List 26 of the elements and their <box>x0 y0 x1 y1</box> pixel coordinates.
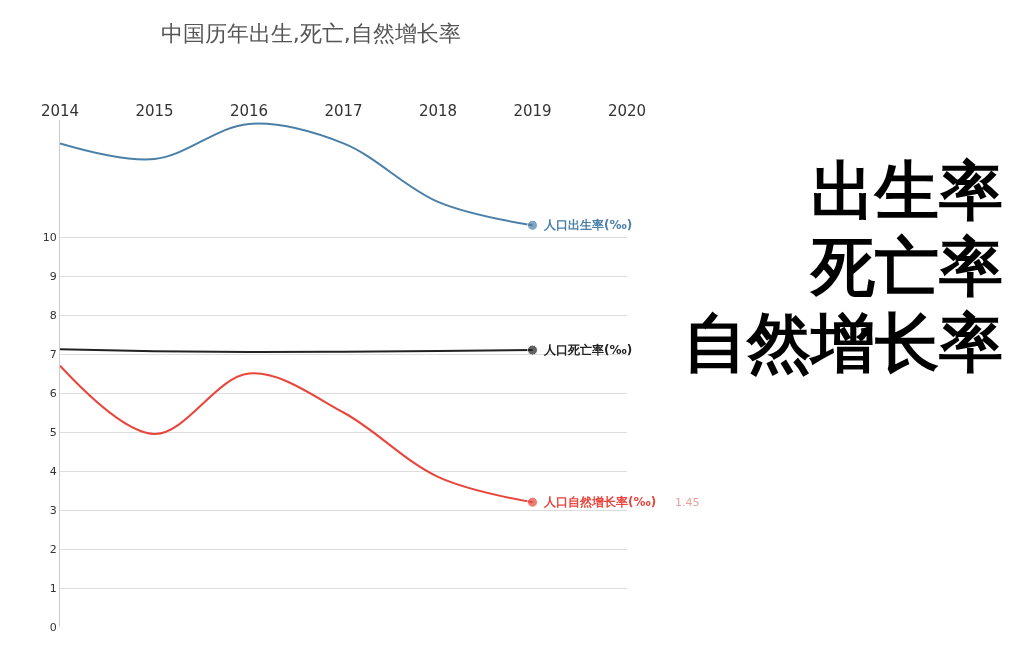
y-tick-label: 3 <box>49 503 57 517</box>
y-tick-label: 9 <box>49 269 57 283</box>
y-tick-label: 5 <box>49 425 57 439</box>
y-tick-label: 10 <box>42 230 57 244</box>
y-tick-label: 2 <box>49 542 57 556</box>
y-tick-label: 4 <box>49 464 57 478</box>
x-tick-label: 2017 <box>324 102 363 120</box>
y-tick-label: 6 <box>49 386 57 400</box>
y-tick-label: 1 <box>49 581 57 595</box>
series-label: 人口出生率(‰) <box>543 218 633 232</box>
y-tick-label: 7 <box>49 347 57 361</box>
text: 出生率 <box>811 154 1003 228</box>
y-tick-label: 0 <box>49 620 57 634</box>
series-label: 人口死亡率(‰) <box>543 343 633 357</box>
y-tick-label: 8 <box>49 308 57 322</box>
x-tick-label: 2015 <box>135 102 174 120</box>
chart-title: 中国历年出生,死亡,自然增长率 <box>160 21 461 47</box>
text: 1.45 <box>675 496 700 509</box>
text: 自然增长率 <box>683 306 1003 380</box>
x-tick-label: 2018 <box>418 102 458 120</box>
x-tick-label: 2019 <box>513 102 552 120</box>
series-label: 人口自然增长率(‰) <box>543 495 657 509</box>
x-tick-label: 2020 <box>607 102 647 120</box>
x-tick-label: 2014 <box>40 102 80 120</box>
x-tick-label: 2016 <box>229 102 269 120</box>
text: 死亡率 <box>809 230 1003 304</box>
